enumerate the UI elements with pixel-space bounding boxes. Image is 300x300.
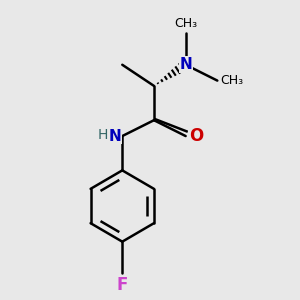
Text: F: F	[117, 276, 128, 294]
Text: N: N	[108, 128, 121, 143]
Text: H: H	[98, 128, 108, 142]
Text: CH₃: CH₃	[174, 17, 197, 30]
Text: CH₃: CH₃	[220, 74, 243, 87]
Text: O: O	[189, 127, 203, 145]
Text: N: N	[179, 57, 192, 72]
